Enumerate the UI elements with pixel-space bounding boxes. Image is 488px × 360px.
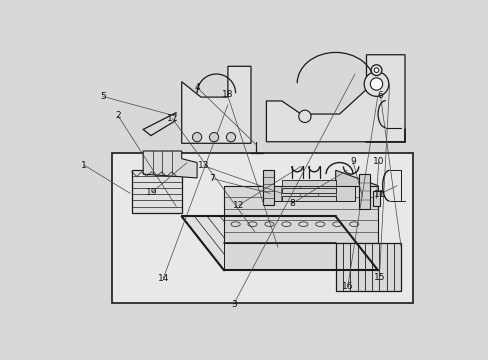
Text: 19: 19	[146, 188, 158, 197]
Polygon shape	[224, 186, 377, 243]
Bar	[281, 180, 335, 186]
Polygon shape	[182, 216, 377, 270]
Text: 14: 14	[157, 274, 168, 283]
Bar	[372, 191, 380, 206]
Text: 10: 10	[372, 157, 384, 166]
Polygon shape	[262, 170, 274, 205]
Polygon shape	[131, 170, 182, 213]
Circle shape	[364, 72, 388, 96]
Text: 13: 13	[197, 161, 209, 170]
Polygon shape	[182, 66, 250, 143]
Bar	[112, 153, 412, 303]
Polygon shape	[335, 243, 400, 291]
Text: 15: 15	[373, 273, 385, 282]
Circle shape	[369, 78, 382, 90]
Text: 6: 6	[377, 91, 383, 100]
Bar	[281, 195, 335, 201]
Text: 8: 8	[288, 199, 294, 208]
Circle shape	[298, 110, 310, 122]
Polygon shape	[266, 55, 404, 142]
Polygon shape	[262, 186, 354, 201]
Circle shape	[226, 132, 235, 142]
Bar	[281, 188, 335, 193]
Text: 7: 7	[209, 174, 215, 183]
Text: 18: 18	[221, 90, 233, 99]
Text: 9: 9	[349, 157, 355, 166]
Text: 5: 5	[100, 92, 106, 101]
Text: 1: 1	[81, 161, 87, 170]
Polygon shape	[143, 151, 197, 178]
Text: 2: 2	[115, 111, 121, 120]
Bar	[358, 174, 369, 209]
Text: 4: 4	[194, 83, 200, 92]
Text: 3: 3	[230, 300, 236, 309]
Circle shape	[192, 132, 202, 142]
Text: 12: 12	[232, 201, 244, 210]
Circle shape	[209, 132, 218, 142]
Polygon shape	[224, 243, 377, 270]
Circle shape	[373, 68, 378, 72]
Text: 17: 17	[166, 114, 178, 123]
Text: 11: 11	[373, 190, 385, 199]
Polygon shape	[335, 170, 377, 270]
Circle shape	[370, 65, 381, 76]
Text: 16: 16	[341, 282, 353, 291]
